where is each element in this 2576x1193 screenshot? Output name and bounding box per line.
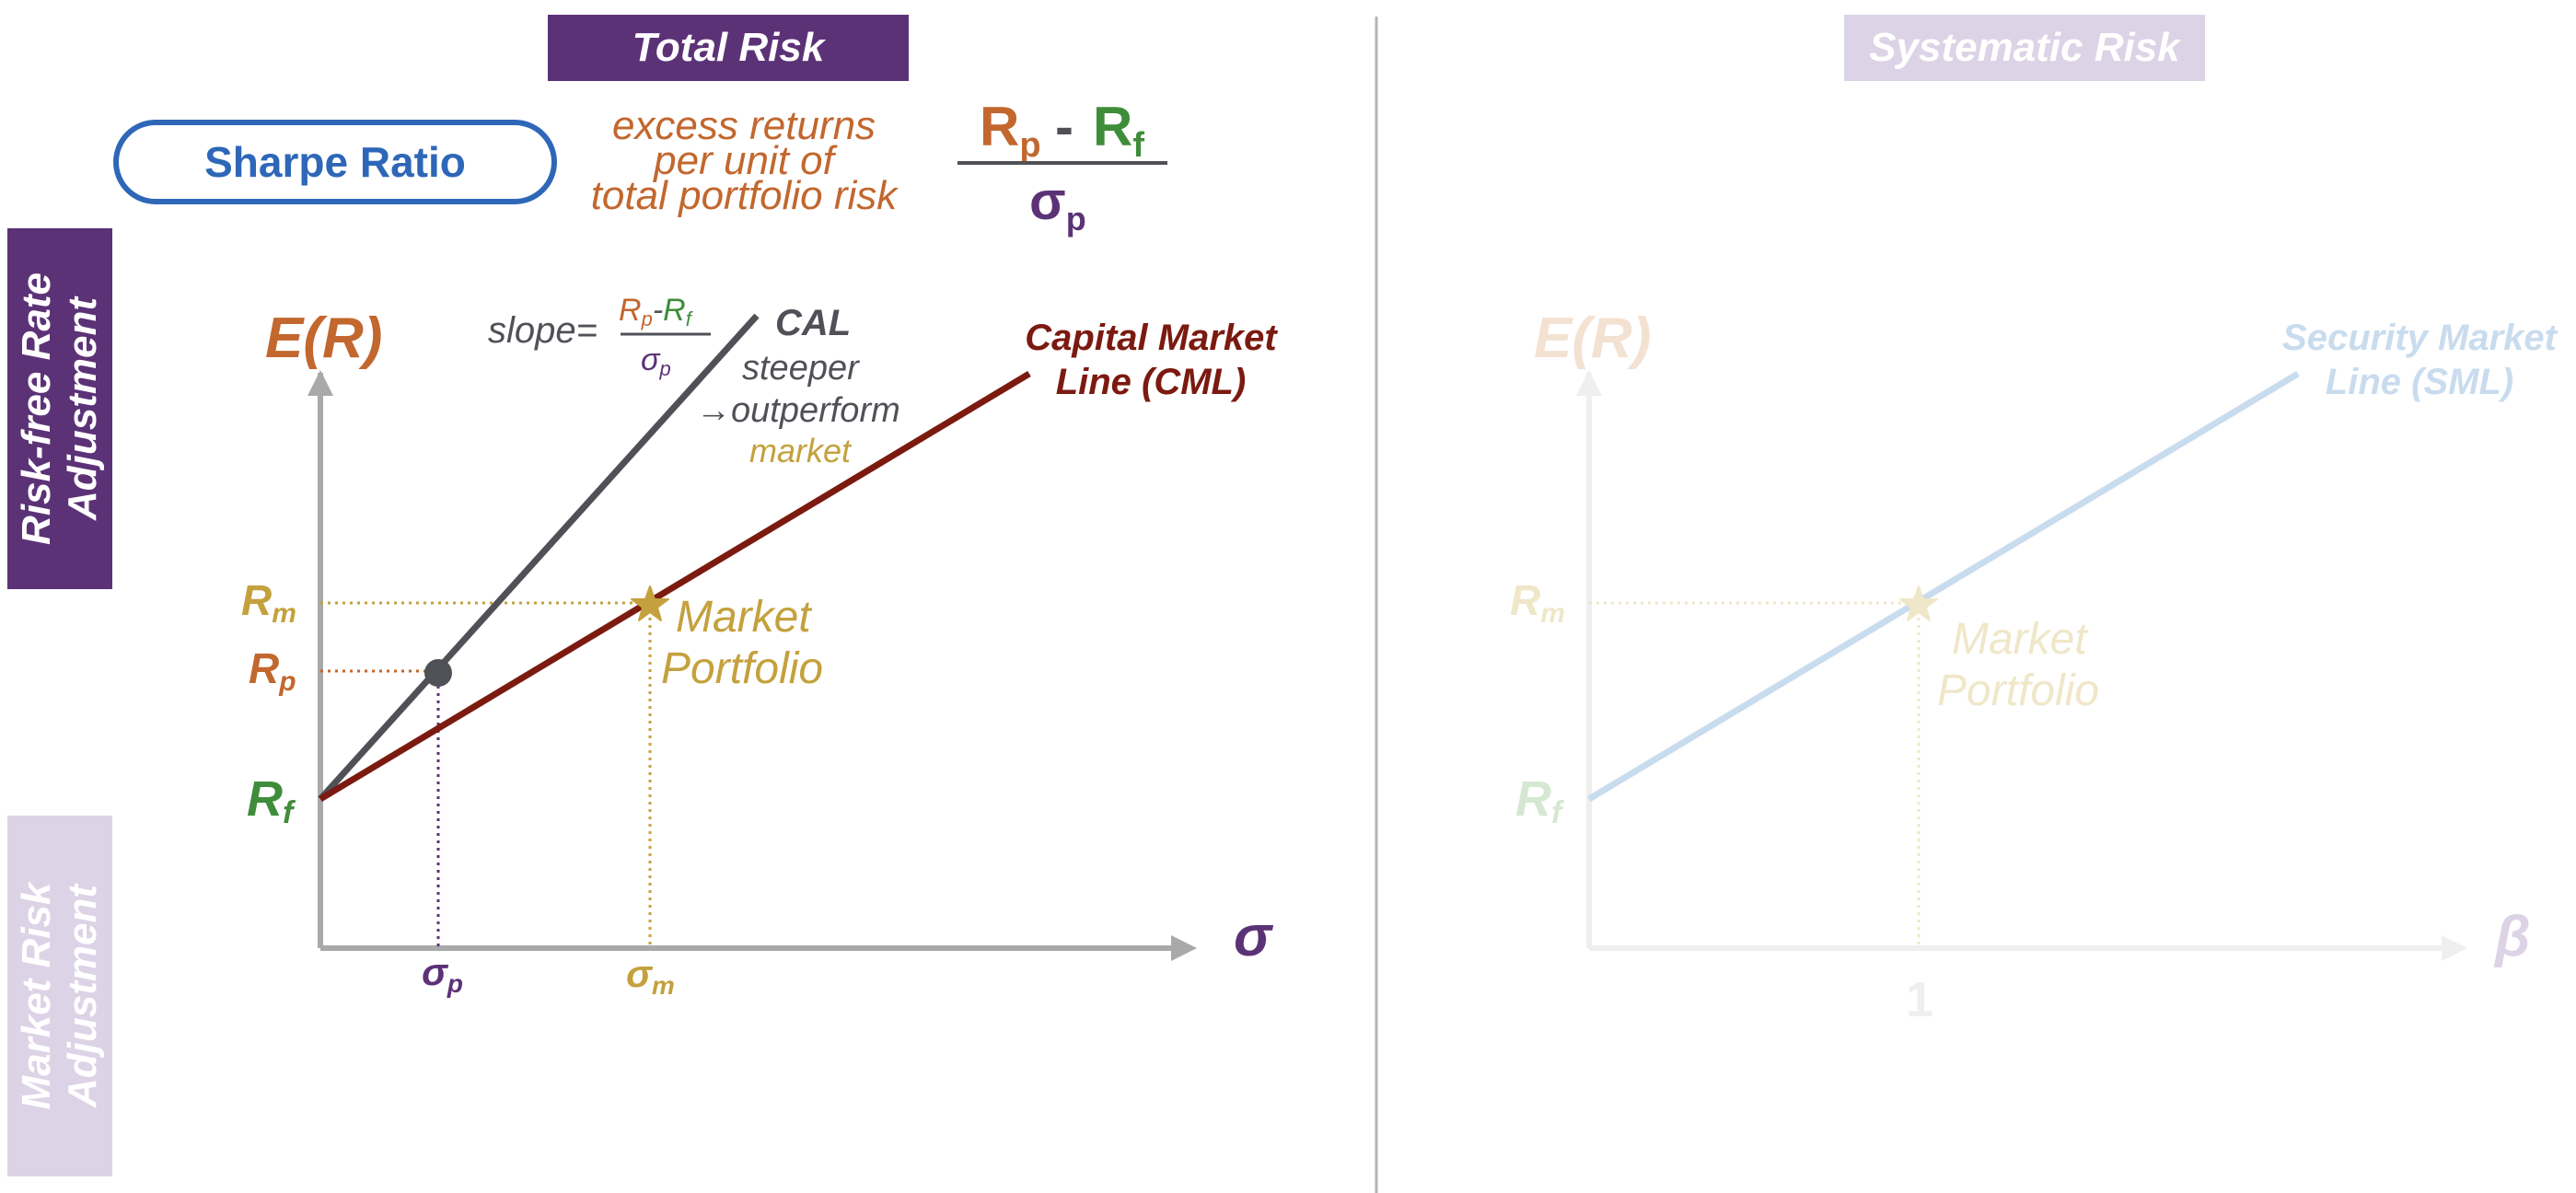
market-portfolio-line2: Portfolio <box>661 644 823 693</box>
cal-note-outperform: →outperform <box>696 391 900 430</box>
sml-line <box>1587 370 2300 803</box>
right-rm-tick: Rm <box>1510 576 1565 629</box>
sharpe-ratio-pill: Sharpe Ratio <box>113 120 557 204</box>
risk-free-adjustment-label: Risk-free Rate Adjustment <box>7 228 112 589</box>
cal-label: CAL <box>775 303 851 343</box>
portfolio-point <box>424 659 452 687</box>
left-y-label: E(R) <box>265 307 382 370</box>
left-y-arrow <box>307 370 333 396</box>
sigma-p-tick: σp <box>422 950 463 998</box>
sharpe-description: excess returns per unit of total portfol… <box>578 103 910 218</box>
right-chart: E(R) β Rm Rf 1 Security Market Line (SML… <box>1510 307 2559 1027</box>
slope-denominator: σp <box>641 342 671 380</box>
sharpe-rf-sub: f <box>1132 126 1144 165</box>
cal-note-market: market <box>749 432 853 469</box>
right-rf-tick: Rf <box>1515 771 1565 830</box>
right-market-portfolio-line2: Portfolio <box>1937 666 2099 715</box>
cml-label-line1: Capital Market <box>1025 318 1278 358</box>
systematic-risk-title: Systematic Risk <box>1869 25 2180 70</box>
right-x-arrow <box>2442 935 2467 961</box>
sharpe-rf: R <box>1093 96 1132 157</box>
market-portfolio-line1: Market <box>676 593 812 642</box>
right-market-star-icon <box>1899 585 1938 621</box>
systematic-risk-banner: Systematic Risk <box>1844 15 2205 81</box>
sharpe-desc-line3: total portfolio risk <box>590 173 898 218</box>
sharpe-formula: Rp - Rf σp <box>957 96 1167 237</box>
sharpe-rp: R <box>980 96 1019 157</box>
rm-tick: Rm <box>241 576 296 629</box>
right-x-label: β <box>2493 905 2530 968</box>
slope-numerator: Rp-Rf <box>619 293 694 330</box>
total-risk-title: Total Risk <box>632 25 825 70</box>
sharpe-desc-line2: per unit of <box>654 138 834 183</box>
total-risk-banner: Total Risk <box>548 15 909 81</box>
slope-prefix: slope= <box>488 310 598 351</box>
market-star-icon <box>631 585 669 621</box>
left-x-arrow <box>1171 935 1197 961</box>
sharpe-ratio-label: Sharpe Ratio <box>204 138 466 186</box>
cal-note-steeper: steeper <box>742 349 860 388</box>
right-y-arrow <box>1576 370 1602 396</box>
cal-line <box>318 313 760 802</box>
svg-text:Rp: Rp <box>980 96 1041 165</box>
right-market-portfolio-line1: Market <box>1952 615 2088 664</box>
right-y-label: E(R) <box>1534 307 1651 370</box>
sharpe-desc-line1: excess returns <box>611 103 876 148</box>
market-risk-adjustment-label: Market Risk Adjustment <box>7 816 112 1176</box>
left-chart: E(R) σ Rm Rp Rf σp σm slope= Rp-Rf σp CA… <box>241 293 1278 1000</box>
svg-text:Rf: Rf <box>1093 96 1144 165</box>
sigma-m-tick: σm <box>626 952 675 1000</box>
sml-label-line2: Line (SML) <box>2326 362 2513 402</box>
sharpe-rp-sub: p <box>1019 126 1040 165</box>
rp-tick: Rp <box>249 644 296 697</box>
rf-tick: Rf <box>247 771 296 830</box>
svg-text:σp: σp <box>1029 171 1086 237</box>
cml-label-line2: Line (CML) <box>1056 362 1247 402</box>
left-x-label: σ <box>1234 905 1274 968</box>
sharpe-sigma: σ <box>1029 171 1066 231</box>
sharpe-minus: - <box>1055 96 1073 157</box>
beta-one-tick: 1 <box>1906 972 1933 1027</box>
sharpe-sigma-sub: p <box>1066 200 1086 237</box>
cml-line <box>319 370 1031 803</box>
sml-label-line1: Security Market <box>2282 318 2559 358</box>
